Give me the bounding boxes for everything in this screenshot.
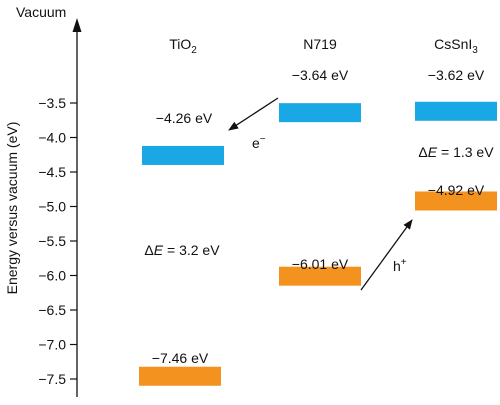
cssni3-conduction-band-label: −3.62 eV — [428, 67, 485, 83]
cssni3-conduction-band-bar — [415, 101, 497, 121]
y-axis-arrowhead — [72, 18, 82, 32]
material-header-cssni3: CsSnI3 — [434, 36, 478, 56]
y-tick-label: −6.0 — [38, 268, 66, 284]
y-tick-label: −5.5 — [38, 233, 66, 249]
material-header-n719: N719 — [303, 36, 337, 52]
n719-lumo-bar — [279, 103, 361, 123]
y-tick-label: −4.0 — [38, 130, 66, 146]
y-axis-ticks: −3.5 −4.0 −4.5 −5.0 −5.5 −6.0 −6.5 −7.0 −7.5 — [38, 95, 77, 387]
cssni3-valence-band-bar — [415, 191, 497, 211]
cssni3-valence-band-label: −4.92 eV — [428, 182, 485, 198]
electron-label: e− — [252, 134, 266, 151]
n719-homo-bar — [279, 266, 361, 286]
tio2-valence-band-label: −7.46 eV — [152, 350, 209, 366]
y-axis-label: Energy versus vacuum (eV) — [4, 122, 20, 295]
hole-label: h+ — [393, 257, 407, 274]
y-tick-label: −6.5 — [38, 302, 66, 318]
y-tick-label: −7.5 — [38, 371, 66, 387]
n719-homo-label: −6.01 eV — [292, 256, 349, 272]
n719-lumo-label: −3.64 eV — [292, 67, 349, 83]
cssni3-band-gap-label: ΔE = 1.3 eV — [418, 144, 494, 160]
tio2-band-gap-label: ΔE = 3.2 eV — [144, 242, 220, 258]
electron-transfer-arrow — [228, 97, 279, 131]
tio2-valence-band-bar — [139, 366, 221, 386]
vacuum-label: Vacuum — [16, 4, 66, 20]
tio2-conduction-band-bar — [142, 145, 224, 165]
y-tick-label: −5.0 — [38, 199, 66, 215]
hole-transfer-arrow — [360, 219, 413, 291]
material-header-tio2: TiO2 — [169, 36, 197, 56]
y-tick-label: −7.0 — [38, 337, 66, 353]
y-tick-label: −4.5 — [38, 164, 66, 180]
y-tick-label: −3.5 — [38, 95, 66, 111]
tio2-conduction-band-label: −4.26 eV — [156, 110, 213, 126]
